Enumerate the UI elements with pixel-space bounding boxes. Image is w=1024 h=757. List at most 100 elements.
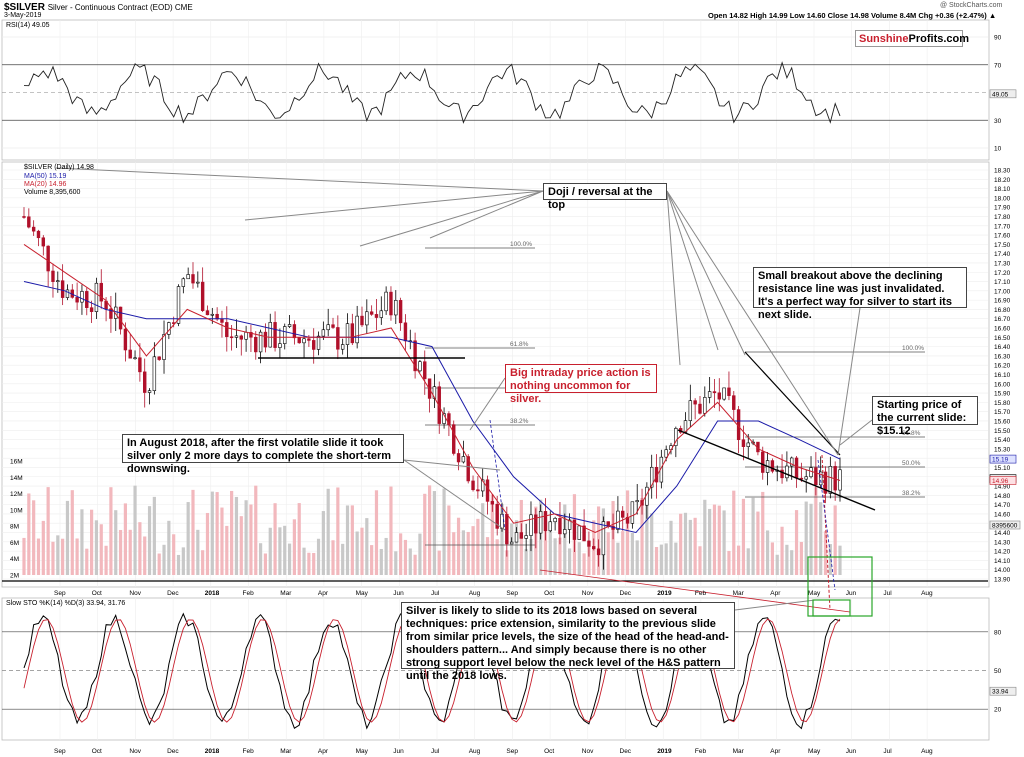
candle-body (307, 338, 311, 341)
volume-bar (104, 545, 108, 575)
candle-body (509, 541, 514, 545)
volume-bar (413, 554, 417, 575)
candle-body (80, 291, 84, 303)
price-tick-label: 17.30 (994, 260, 1011, 267)
volume-bar (838, 545, 842, 575)
candle-body (804, 476, 808, 480)
candle-body (316, 335, 321, 350)
candle-body (321, 329, 326, 337)
volume-bar (312, 552, 316, 575)
x-axis-label: Apr (770, 748, 781, 755)
volume-tick-label: 8M (10, 524, 19, 531)
volume-bar (582, 553, 586, 575)
sto-value-box (989, 686, 1017, 696)
volume-bar (138, 522, 142, 575)
volume-bar (278, 527, 282, 575)
price-tick-label: 17.40 (994, 251, 1011, 258)
volume-bar (341, 543, 345, 575)
callout-line (839, 419, 873, 446)
volume-bar (654, 546, 659, 575)
fib-level-label: 50.0% (902, 460, 921, 467)
price-tick-label: 17.20 (994, 270, 1011, 277)
trend-lines (2, 351, 988, 613)
callout-line (469, 377, 506, 431)
volume-bar (254, 485, 258, 575)
volume-bar (147, 506, 152, 575)
volume-bar (350, 505, 354, 575)
candle-body (205, 310, 210, 316)
candle-body (326, 324, 330, 331)
volume-tick-label: 16M (10, 459, 23, 466)
volume-bar (664, 543, 668, 575)
volume-bar (292, 519, 296, 575)
price-tick-label: 16.90 (994, 298, 1011, 305)
volume-bar (89, 509, 94, 575)
volume-bar (621, 531, 625, 575)
candle-body (770, 460, 775, 472)
volume-bar (249, 504, 253, 575)
candle-body (229, 336, 234, 339)
price-tick-label: 17.80 (994, 214, 1011, 221)
volume-bar (287, 543, 292, 575)
volume-bar (717, 505, 721, 575)
volume-bar (360, 527, 364, 575)
candle-body (220, 318, 224, 323)
candle-body (244, 332, 248, 340)
price-tick-label: 14.00 (994, 567, 1011, 574)
candle-body (133, 357, 137, 360)
volume-bar (708, 508, 712, 575)
x-axis-label: Nov (582, 748, 594, 755)
price-tick-label: 16.70 (994, 316, 1011, 323)
volume-bar (273, 503, 277, 575)
volume-bar (447, 505, 451, 575)
price-tick-label: 14.70 (994, 502, 1011, 509)
volume-bar (635, 540, 639, 575)
callout-line (403, 459, 501, 471)
candle-body (374, 314, 379, 318)
volume-bar (722, 510, 726, 575)
candle-body (403, 322, 408, 342)
volume-bar (833, 505, 837, 575)
x-axis-label: 2019 (657, 590, 672, 597)
candle-body (437, 386, 441, 424)
candle-body (471, 480, 475, 491)
volume-bar (75, 538, 79, 575)
candle-body (394, 300, 398, 316)
volume-bar (109, 487, 113, 575)
volume-bar (403, 539, 408, 575)
candle-body (538, 511, 543, 534)
candle-body (22, 216, 26, 218)
volume-bar (804, 501, 808, 575)
candle-body (461, 456, 466, 463)
candle-body (780, 469, 784, 479)
x-axis-label: Oct (544, 590, 554, 597)
volume-bar (94, 520, 99, 575)
x-axis-label: Oct (544, 748, 554, 755)
price-value-text: 14.96 (992, 478, 1009, 485)
candle-body (292, 324, 297, 339)
volume-bar (46, 487, 50, 575)
volume-bar (437, 550, 441, 575)
volume-bar (794, 510, 799, 575)
candle-body (147, 390, 152, 393)
candle-body (761, 451, 765, 473)
volume-bar (85, 548, 89, 575)
rsi-value-text: 49.05 (992, 91, 1009, 98)
price-value-text: 15.19 (992, 457, 1009, 464)
x-axis-label: Aug (921, 748, 933, 755)
volume-bar (345, 505, 350, 575)
candle-body (485, 479, 490, 502)
fib-level-label: 100.0% (902, 345, 924, 352)
x-axis-label: Jul (431, 590, 440, 597)
candle-body (466, 456, 470, 482)
price-tick-label: 17.60 (994, 233, 1011, 240)
candle-body (65, 289, 70, 298)
x-axis-label: Sep (54, 748, 66, 755)
x-axis-label: Mar (280, 590, 292, 597)
volume-bar (258, 543, 263, 575)
candle-body (176, 286, 181, 324)
x-axis-label: Nov (129, 590, 141, 597)
candle-body (345, 323, 350, 345)
price-tick-label: 15.50 (994, 428, 1011, 435)
candle-body (621, 510, 625, 518)
